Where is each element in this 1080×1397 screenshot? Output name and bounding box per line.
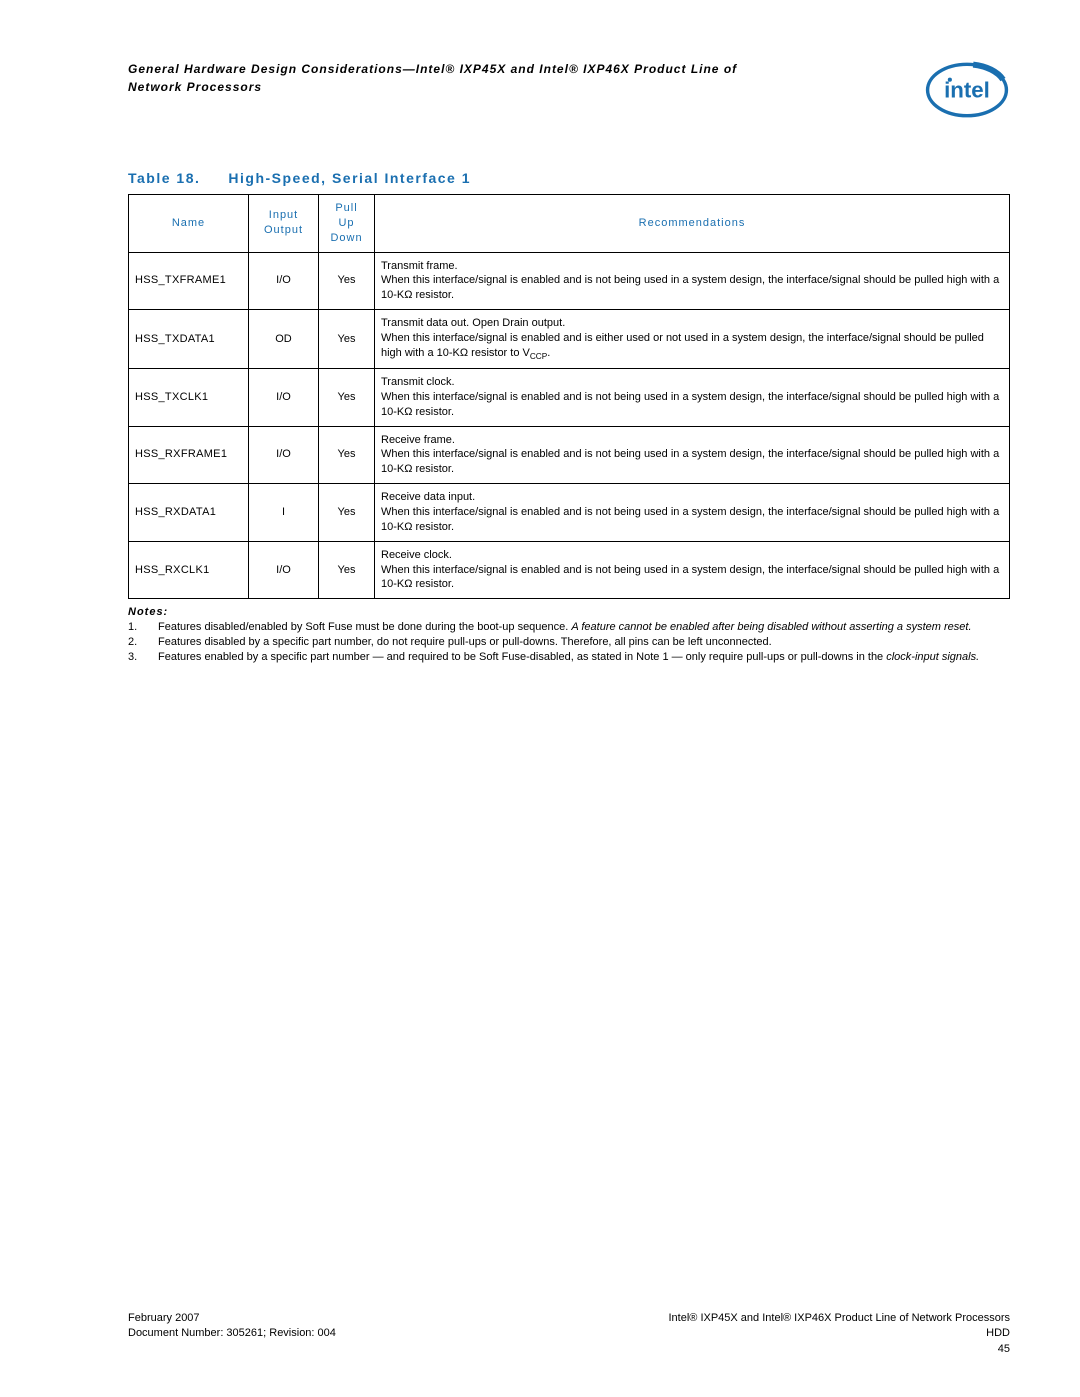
cell-recommendation: Receive clock.When this interface/signal… xyxy=(375,541,1010,599)
footer-left: February 2007 Document Number: 305261; R… xyxy=(128,1311,336,1357)
footer-docnum: Document Number: 305261; Revision: 004 xyxy=(128,1327,336,1339)
col-header-name: Name xyxy=(129,195,249,253)
cell-pud: Yes xyxy=(319,484,375,542)
cell-name: HSS_TXFRAME1 xyxy=(129,252,249,310)
cell-recommendation: Receive data input.When this interface/s… xyxy=(375,484,1010,542)
col-header-pud-l1: Pull xyxy=(335,202,357,214)
note-number: 2. xyxy=(128,635,158,650)
table-caption: Table 18. High-Speed, Serial Interface 1 xyxy=(128,170,1010,186)
cell-recommendation: Transmit clock.When this interface/signa… xyxy=(375,369,1010,427)
cell-recommendation: Receive frame.When this interface/signal… xyxy=(375,426,1010,484)
page-footer: February 2007 Document Number: 305261; R… xyxy=(128,1311,1010,1357)
table-row: HSS_RXDATA1IYesReceive data input.When t… xyxy=(129,484,1010,542)
note-text: Features disabled/enabled by Soft Fuse m… xyxy=(158,620,1010,635)
note-number: 3. xyxy=(128,650,158,665)
cell-recommendation: Transmit data out. Open Drain output.Whe… xyxy=(375,310,1010,369)
cell-name: HSS_RXDATA1 xyxy=(129,484,249,542)
svg-text:intel: intel xyxy=(944,78,990,103)
note-text: Features disabled by a specific part num… xyxy=(158,635,1010,650)
footer-hdd: HDD xyxy=(986,1327,1010,1339)
col-header-io-l1: Input xyxy=(269,209,298,221)
notes-section: Notes: 1.Features disabled/enabled by So… xyxy=(128,605,1010,664)
note-item: 3.Features enabled by a specific part nu… xyxy=(128,650,1010,665)
page-header: General Hardware Design Considerations—I… xyxy=(128,60,1010,120)
notes-title: Notes: xyxy=(128,605,1010,620)
cell-io: I/O xyxy=(249,541,319,599)
col-header-io-l2: Output xyxy=(264,224,303,236)
cell-name: HSS_RXFRAME1 xyxy=(129,426,249,484)
note-item: 1.Features disabled/enabled by Soft Fuse… xyxy=(128,620,1010,635)
footer-right: Intel® IXP45X and Intel® IXP46X Product … xyxy=(669,1311,1011,1357)
note-text: Features enabled by a specific part numb… xyxy=(158,650,1010,665)
table-row: HSS_TXCLK1I/OYesTransmit clock.When this… xyxy=(129,369,1010,427)
cell-name: HSS_RXCLK1 xyxy=(129,541,249,599)
col-header-io: Input Output xyxy=(249,195,319,253)
col-header-pud-l2: Up xyxy=(338,217,354,229)
cell-pud: Yes xyxy=(319,310,375,369)
cell-pud: Yes xyxy=(319,426,375,484)
table-row: HSS_RXFRAME1I/OYesReceive frame.When thi… xyxy=(129,426,1010,484)
table-row: HSS_TXFRAME1I/OYesTransmit frame.When th… xyxy=(129,252,1010,310)
note-item: 2.Features disabled by a specific part n… xyxy=(128,635,1010,650)
table-number: Table 18. xyxy=(128,170,200,186)
cell-name: HSS_TXDATA1 xyxy=(129,310,249,369)
col-header-rec: Recommendations xyxy=(375,195,1010,253)
cell-pud: Yes xyxy=(319,252,375,310)
footer-date: February 2007 xyxy=(128,1312,200,1324)
footer-pagenum: 45 xyxy=(998,1343,1010,1355)
col-header-pud: Pull Up Down xyxy=(319,195,375,253)
col-header-pud-l3: Down xyxy=(330,232,362,244)
intel-logo-icon: intel xyxy=(924,60,1010,120)
table-row: HSS_RXCLK1I/OYesReceive clock.When this … xyxy=(129,541,1010,599)
cell-pud: Yes xyxy=(319,541,375,599)
header-line1: General Hardware Design Considerations—I… xyxy=(128,62,737,76)
cell-io: OD xyxy=(249,310,319,369)
cell-recommendation: Transmit frame.When this interface/signa… xyxy=(375,252,1010,310)
table-row: HSS_TXDATA1ODYesTransmit data out. Open … xyxy=(129,310,1010,369)
footer-product: Intel® IXP45X and Intel® IXP46X Product … xyxy=(669,1312,1011,1324)
cell-pud: Yes xyxy=(319,369,375,427)
document-page: General Hardware Design Considerations—I… xyxy=(0,0,1080,665)
cell-io: I xyxy=(249,484,319,542)
header-title: General Hardware Design Considerations—I… xyxy=(128,60,737,96)
header-line2: Network Processors xyxy=(128,80,262,94)
cell-io: I/O xyxy=(249,369,319,427)
cell-io: I/O xyxy=(249,426,319,484)
table-header-row: Name Input Output Pull Up Down Recommend… xyxy=(129,195,1010,253)
signal-table: Name Input Output Pull Up Down Recommend… xyxy=(128,194,1010,599)
cell-name: HSS_TXCLK1 xyxy=(129,369,249,427)
table-title-text: High-Speed, Serial Interface 1 xyxy=(228,170,471,186)
cell-io: I/O xyxy=(249,252,319,310)
note-number: 1. xyxy=(128,620,158,635)
